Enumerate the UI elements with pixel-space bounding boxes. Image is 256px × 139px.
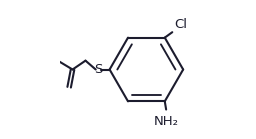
Text: S: S	[94, 63, 103, 76]
Text: NH₂: NH₂	[154, 115, 179, 128]
Text: Cl: Cl	[174, 18, 187, 31]
